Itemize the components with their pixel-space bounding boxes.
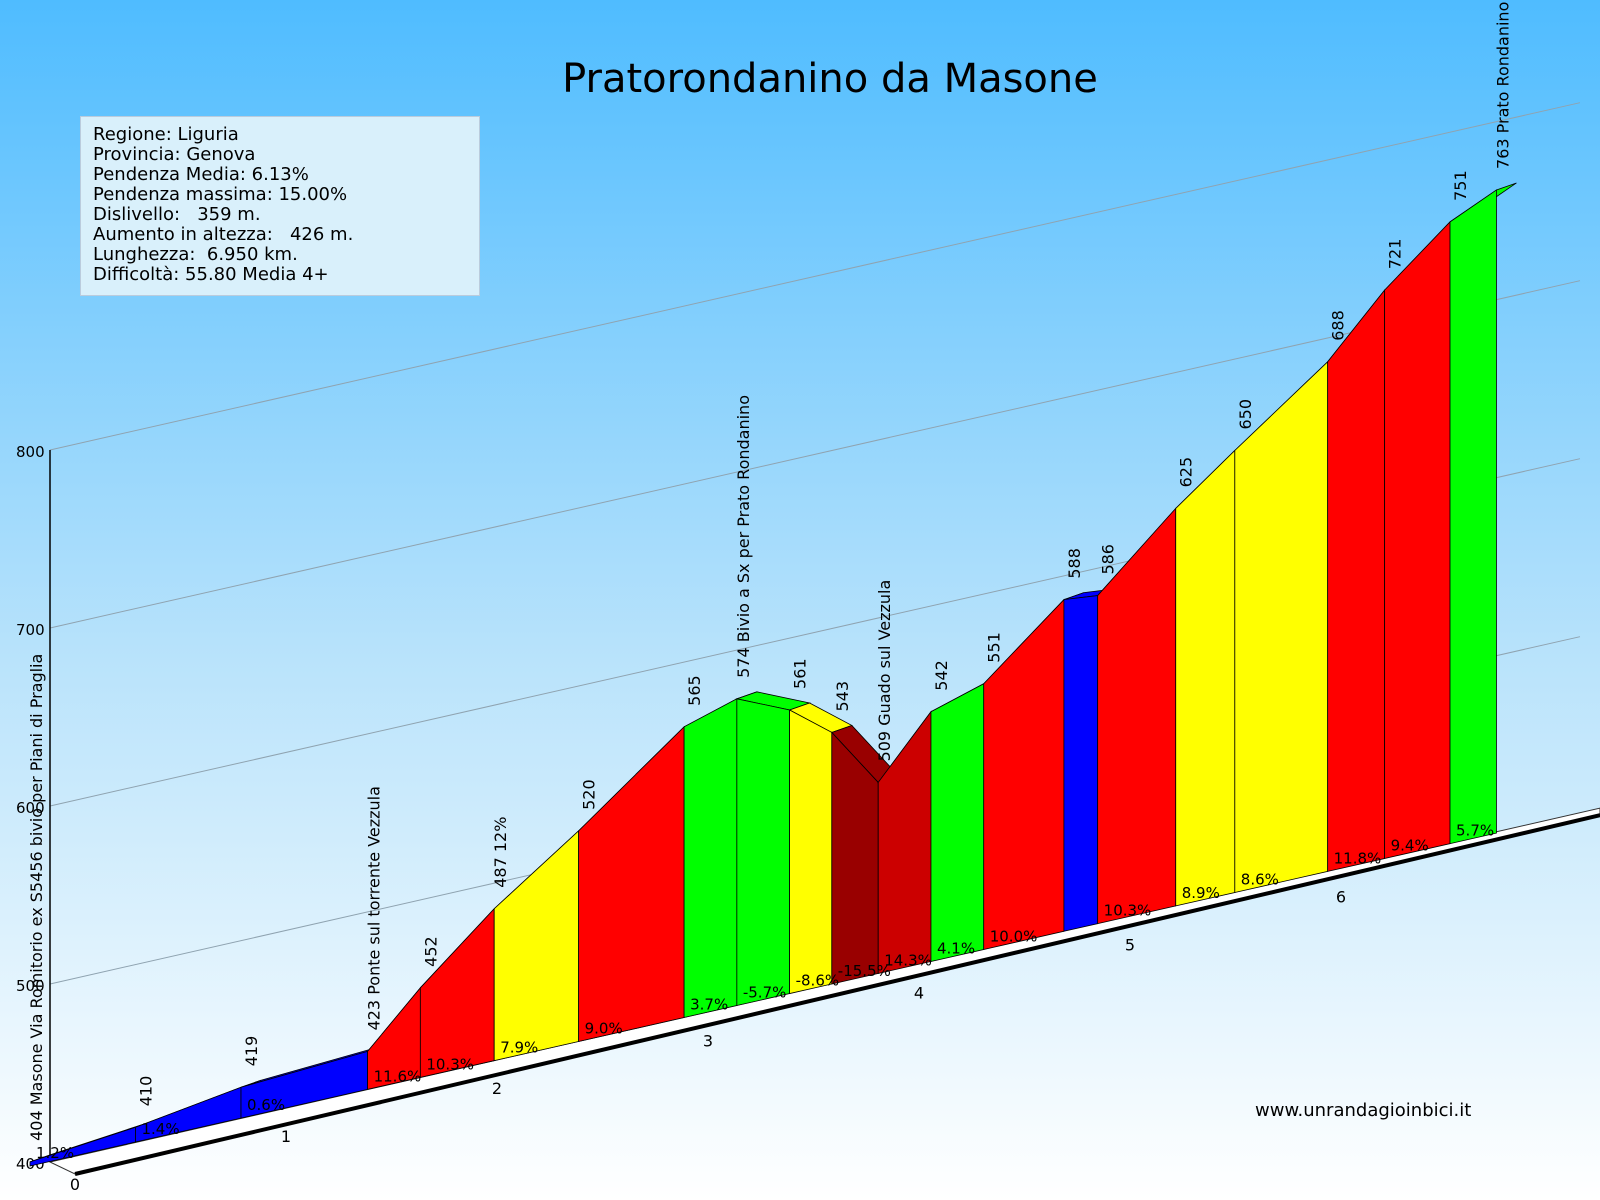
y-tick-label-800: 800: [16, 443, 45, 461]
grade-label-14: 10.0%: [990, 928, 1038, 946]
grade-label-10: -8.6%: [796, 972, 840, 990]
grade-label-2: 1.4%: [142, 1120, 180, 1138]
grade-label-8: 3.7%: [690, 996, 728, 1014]
grade-label-19: 11.8%: [1334, 849, 1382, 867]
info-avg-grade: Pendenza Media: 6.13%: [93, 164, 309, 185]
grade-label-12: 14.3%: [884, 951, 932, 969]
chart-title: Pratorondanino da Masone: [562, 56, 1098, 102]
y-tick-label-700: 700: [16, 621, 45, 639]
grade-label-18: 8.6%: [1241, 871, 1279, 889]
grade-label-1: 1.2%: [36, 1144, 74, 1162]
altitude-label-12: 509 Guado sul Vezzula: [875, 580, 894, 762]
altitude-label-1: 404 Masone Via Romitorio ex S5456 bivio …: [27, 654, 46, 1141]
grade-label-11: -15.5%: [838, 962, 891, 980]
x-tick-label-1: 1: [281, 1127, 291, 1146]
altitude-label-18: 650: [1236, 399, 1255, 430]
x-tick-label-5: 5: [1125, 936, 1135, 955]
x-tick-label-6: 6: [1336, 888, 1346, 907]
y-tick-label-500: 500: [16, 977, 45, 995]
climb-info-box: Regione: Liguria Provincia: Genova Pende…: [80, 116, 480, 296]
grade-label-7: 9.0%: [585, 1019, 623, 1037]
segment-face-17: [1175, 449, 1236, 907]
grade-label-5: 10.3%: [426, 1055, 474, 1073]
altitude-label-10: 561: [791, 658, 810, 689]
altitude-label-4: 423 Ponte sul torrente Vezzula: [365, 786, 384, 1030]
altitude-label-14: 551: [985, 632, 1004, 663]
segment-face-10: [789, 709, 833, 995]
altitude-label-17: 625: [1177, 457, 1196, 488]
y-axis: 400500600700800: [16, 443, 51, 1173]
source-website: www.unrandagioinbici.it: [1255, 1100, 1472, 1121]
profile-segments: [29, 182, 1517, 1167]
x-tick-label-4: 4: [914, 983, 924, 1002]
segment-face-18: [1234, 360, 1329, 894]
grade-label-9: -5.7%: [743, 984, 787, 1002]
segment-face-21: [1449, 189, 1497, 845]
grade-label-6: 7.9%: [500, 1039, 538, 1057]
grade-label-16: 10.3%: [1104, 902, 1152, 920]
grade-label-4: 11.6%: [374, 1067, 422, 1085]
altitude-label-15: 588: [1065, 548, 1084, 579]
x-tick-label-3: 3: [703, 1031, 713, 1050]
grade-label-3: 0.6%: [247, 1096, 285, 1114]
segment-face-19: [1327, 288, 1386, 872]
info-elevation-gain: Aumento in altezza: 426 m.: [93, 224, 354, 245]
altitude-label-19: 688: [1329, 310, 1348, 341]
altitude-label-5: 452: [421, 936, 440, 967]
altitude-label-6: 487 12%: [491, 817, 510, 888]
x-tick-label-0: 0: [70, 1175, 80, 1194]
info-difficulty: Difficoltà: 55.80 Media 4+: [93, 264, 329, 285]
altitude-label-2: 410: [137, 1076, 156, 1107]
x-tick-label-2: 2: [492, 1079, 502, 1098]
altitude-label-11: 543: [833, 681, 852, 712]
altitude-label-20: 721: [1386, 239, 1405, 270]
altitude-label-22: 763 Prato Rondanino fine asfalto: [1493, 0, 1512, 169]
grade-label-17: 8.9%: [1182, 884, 1220, 902]
altitude-label-16: 586: [1099, 544, 1118, 575]
altitude-label-7: 520: [580, 779, 599, 810]
info-length: Lunghezza: 6.950 km.: [93, 244, 298, 265]
altitude-label-8: 565: [685, 675, 704, 706]
info-region: Regione: Liguria: [93, 124, 239, 145]
ground-edge: [74, 813, 1600, 1176]
y-tick-label-600: 600: [16, 799, 45, 817]
altitude-label-13: 542: [932, 660, 951, 691]
grade-label-20: 9.4%: [1391, 837, 1429, 855]
info-max-grade: Pendenza massima: 15.00%: [93, 184, 348, 205]
altitude-label-3: 419: [242, 1036, 261, 1067]
altitude-label-21: 751: [1451, 170, 1470, 201]
segment-face-8: [683, 698, 738, 1019]
info-province: Provincia: Genova: [93, 144, 256, 165]
segment-face-9: [736, 698, 790, 1007]
segment-face-15: [1063, 595, 1099, 932]
segment-face-13: [930, 683, 985, 962]
altitude-labels: 1.2%1.4%0.6%11.6%10.3%7.9%9.0%3.7%-5.7%-…: [27, 0, 1512, 1162]
grade-label-13: 4.1%: [937, 939, 975, 957]
grade-label-21: 5.7%: [1456, 822, 1494, 840]
info-elevation-diff: Dislivello: 359 m.: [93, 204, 261, 225]
altitude-label-9: 574 Bivio a Sx per Prato Rondanino: [734, 395, 753, 678]
segment-face-20: [1384, 220, 1451, 860]
grid-line-700: [49, 280, 1581, 629]
grid-line-800: [49, 102, 1581, 451]
